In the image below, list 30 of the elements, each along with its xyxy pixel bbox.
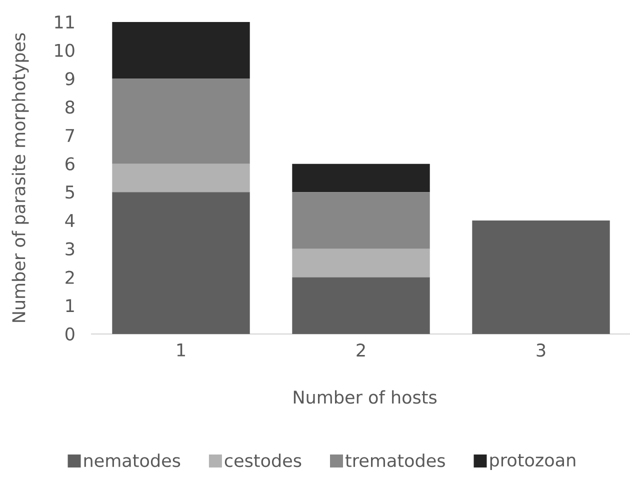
y-tick-label: 1 — [66, 299, 74, 312]
x-tick-label: 1 — [177, 344, 185, 356]
bar — [112, 192, 250, 334]
legend-label: nematodes — [84, 454, 180, 468]
y-axis-title: Number of parasite morphotypes — [12, 33, 29, 322]
y-tick-label: 7 — [66, 129, 74, 142]
x-tick-label: 3 — [536, 344, 546, 357]
bar — [292, 277, 430, 334]
y-tick-label: 3 — [66, 242, 74, 256]
x-tick-label: 2 — [356, 344, 365, 357]
y-tick-label: 6 — [66, 157, 74, 170]
y-tick-label: 0 — [66, 327, 74, 341]
x-axis-title: Number of hosts — [294, 390, 437, 404]
y-tick-label: 2 — [66, 270, 74, 284]
bar — [112, 78, 250, 164]
bar — [472, 220, 610, 334]
y-tick-label: 8 — [66, 100, 74, 114]
y-tick-label: 4 — [65, 214, 74, 227]
y-tick-label: 5 — [66, 186, 74, 199]
y-tick-label: 11 — [55, 16, 74, 28]
bar — [292, 164, 430, 192]
legend-label: trematodes — [345, 454, 445, 468]
y-tick-label: 9 — [65, 72, 74, 86]
bar — [112, 22, 250, 79]
legend-label: cestodes — [224, 454, 302, 468]
legend-label: protozoan — [490, 454, 576, 470]
bar — [292, 192, 430, 249]
bar — [292, 248, 430, 278]
bar — [112, 164, 250, 192]
y-tick-label: 10 — [55, 44, 74, 57]
